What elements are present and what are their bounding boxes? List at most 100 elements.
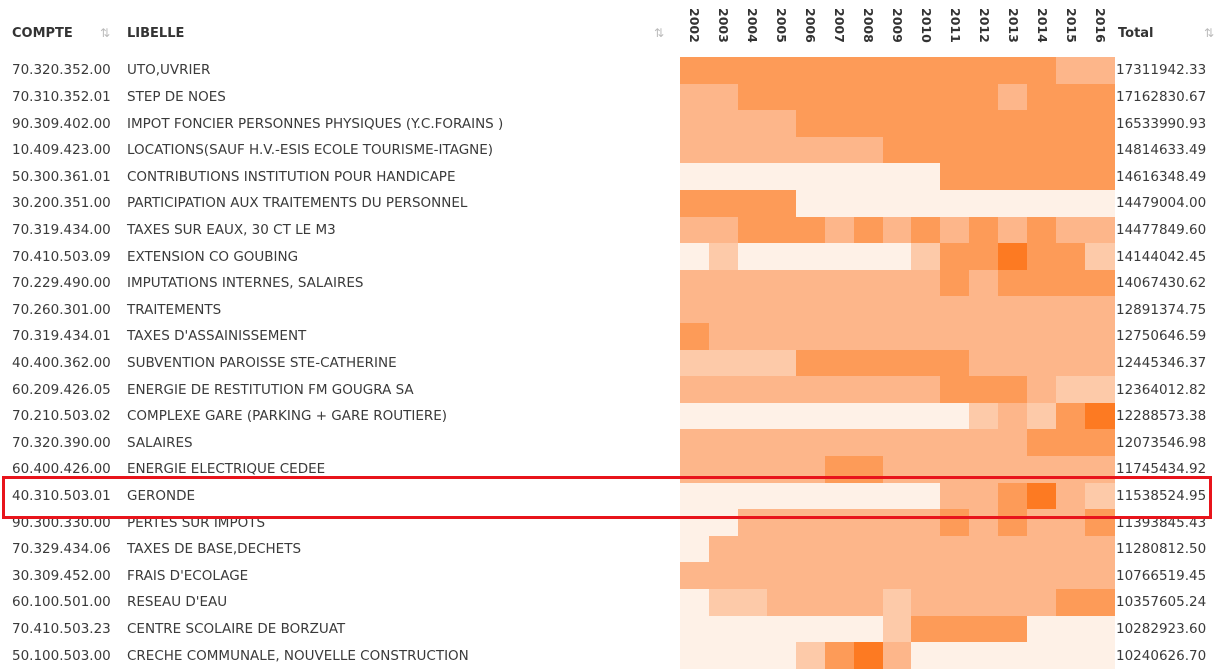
heat-cell: [1027, 562, 1057, 590]
heat-cell: [853, 562, 884, 590]
total: 11745434.92: [1116, 461, 1207, 478]
sort-icon[interactable]: ⇅: [654, 26, 665, 40]
heat-cell: [680, 562, 710, 590]
year-header[interactable]: 2009: [890, 8, 905, 43]
heat-cell: [824, 349, 855, 377]
heat-cell: [1027, 163, 1057, 191]
heat-cell: [795, 83, 826, 111]
libelle: TRAITEMENTS: [127, 301, 222, 318]
heat-cell: [853, 163, 884, 191]
heat-cell: [1027, 83, 1057, 111]
heat-cell: [911, 349, 941, 377]
heat-cell: [680, 482, 710, 510]
heat-cell: [998, 216, 1028, 244]
libelle: COMPLEXE GARE (PARKING + GARE ROUTIERE): [127, 408, 448, 425]
heat-cell: [1085, 562, 1115, 590]
libelle: SUBVENTION PAROISSE STE-CATHERINE: [127, 354, 397, 371]
heat-cell: [680, 190, 710, 218]
heat-cell: [766, 243, 797, 271]
heat-cell: [911, 136, 941, 164]
heat-cell: [853, 615, 884, 643]
heat-cell: [737, 163, 768, 191]
heat-cell: [882, 562, 913, 590]
year-header[interactable]: 2007: [832, 8, 848, 43]
year-header[interactable]: 2005: [774, 8, 790, 43]
heat-cell: [1027, 535, 1057, 563]
year-header[interactable]: 2012: [976, 8, 992, 43]
heat-cell: [853, 349, 884, 377]
heat-cell: [998, 190, 1028, 218]
heat-cell: [911, 110, 941, 138]
heat-cell: [1056, 509, 1086, 537]
year-header[interactable]: 2006: [803, 8, 819, 43]
heat-cell: [795, 509, 826, 537]
heat-cell: [998, 429, 1028, 457]
header-compte[interactable]: COMPTE: [12, 26, 73, 41]
heat-cell: [911, 296, 941, 324]
heat-cell: [680, 163, 710, 191]
total: 14814633.49: [1116, 142, 1207, 159]
heat-cell: [680, 243, 710, 271]
heat-cell: [998, 589, 1028, 617]
heat-cell: [824, 482, 855, 510]
year-header[interactable]: 2003: [716, 8, 732, 43]
heat-cell: [1085, 349, 1115, 377]
year-header[interactable]: 2013: [1005, 8, 1021, 43]
heat-cell: [1056, 269, 1086, 297]
sort-icon[interactable]: ⇅: [1204, 26, 1214, 40]
heat-cell: [911, 323, 941, 351]
heat-cell: [969, 83, 999, 111]
heat-cell: [853, 402, 884, 430]
year-header[interactable]: 2014: [1034, 8, 1050, 43]
libelle: ENERGIE DE RESTITUTION FM GOUGRA SA: [127, 381, 414, 398]
total: 17311942.33: [1116, 62, 1207, 79]
year-header[interactable]: 2016: [1092, 8, 1108, 43]
heat-cell: [969, 163, 999, 191]
header-total[interactable]: Total: [1118, 26, 1154, 41]
heat-cell: [824, 402, 855, 430]
header-libelle[interactable]: LIBELLE: [127, 26, 185, 41]
heat-cell: [940, 615, 970, 643]
heat-cell: [969, 269, 999, 297]
heat-cell: [853, 535, 884, 563]
heat-cell: [940, 376, 970, 404]
year-header[interactable]: 2011: [947, 8, 963, 43]
heat-cell: [940, 349, 970, 377]
sort-icon[interactable]: ⇅: [100, 26, 111, 40]
heat-cell: [708, 482, 739, 510]
heat-cell: [737, 535, 768, 563]
year-header[interactable]: 2002: [687, 8, 703, 43]
year-header[interactable]: 2015: [1063, 8, 1079, 43]
heat-cell: [1056, 110, 1086, 138]
heat-cell: [882, 429, 913, 457]
heat-cell: [680, 323, 710, 351]
heat-cell: [853, 323, 884, 351]
heat-cell: [1027, 323, 1057, 351]
heat-cell: [853, 509, 884, 537]
heat-cell: [1056, 589, 1086, 617]
heat-cell: [940, 136, 970, 164]
libelle: CRECHE COMMUNALE, NOUVELLE CONSTRUCTION: [127, 647, 469, 664]
compte: 70.210.503.02: [12, 408, 111, 425]
heat-cell: [1056, 216, 1086, 244]
heat-cell: [940, 296, 970, 324]
heat-cell: [1056, 136, 1086, 164]
heat-cell: [795, 642, 826, 669]
heat-cell: [998, 642, 1028, 669]
heat-cell: [969, 57, 999, 85]
year-header[interactable]: 2008: [861, 8, 877, 43]
compte: 50.100.503.00: [12, 647, 111, 664]
heat-cell: [853, 482, 884, 510]
year-header[interactable]: 2010: [918, 8, 934, 43]
heat-cell: [737, 323, 768, 351]
heat-cell: [680, 402, 710, 430]
heat-cell: [882, 243, 913, 271]
total: 12073546.98: [1116, 434, 1207, 451]
heat-cell: [708, 642, 739, 669]
year-header[interactable]: 2004: [745, 8, 761, 43]
heat-cell: [969, 136, 999, 164]
heat-cell: [680, 376, 710, 404]
heat-cell: [998, 83, 1028, 111]
compte: 70.410.503.09: [12, 248, 111, 265]
